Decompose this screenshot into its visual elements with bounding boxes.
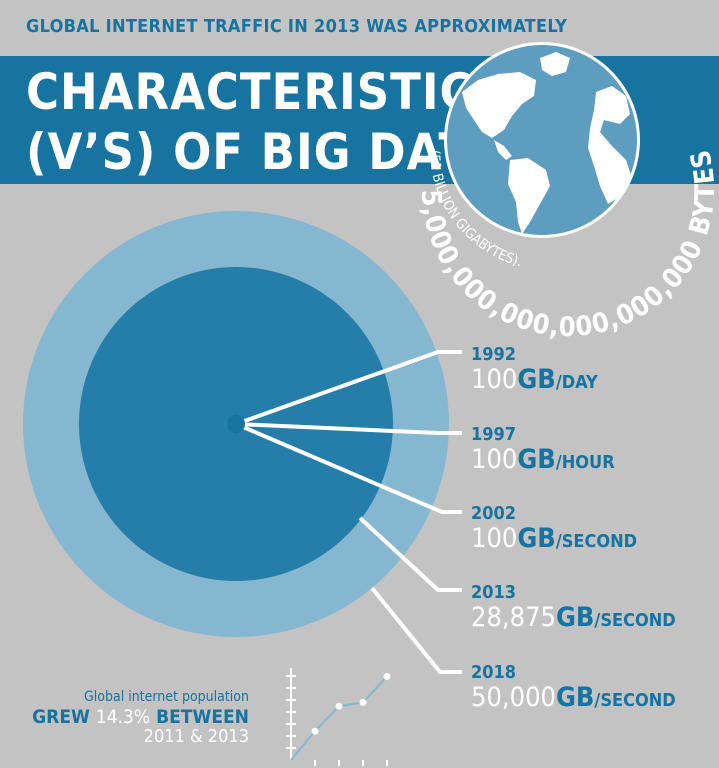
intro-text: GLOBAL INTERNET TRAFFIC IN 2013 WAS APPR… xyxy=(26,16,568,37)
chart-point xyxy=(359,698,367,706)
connector-2013 xyxy=(358,516,462,592)
timeline-gb: GB xyxy=(555,602,595,633)
timeline-number: 100 xyxy=(471,364,518,395)
center-dot xyxy=(227,415,245,433)
timeline-entry-2013: 2013 28,875GB/SECOND xyxy=(471,583,676,636)
timeline-value: 100GB/DAY xyxy=(471,365,598,398)
timeline-gb: GB xyxy=(555,682,595,713)
population-line-2: GREW 14.3% BETWEEN xyxy=(32,707,249,727)
population-chart xyxy=(286,668,391,766)
timeline-number: 100 xyxy=(471,523,518,554)
chart-point xyxy=(383,672,391,680)
timeline-year: 2002 xyxy=(471,503,517,524)
timeline-unit: /SECOND xyxy=(555,531,638,552)
connector-2018 xyxy=(370,586,462,674)
timeline-entry-2018: 2018 50,000GB/SECOND xyxy=(471,663,676,716)
connector-1997 xyxy=(235,422,462,435)
timeline-unit: /HOUR xyxy=(555,452,615,473)
timeline-gb: GB xyxy=(517,523,556,554)
chart-point xyxy=(311,727,319,735)
timeline-value: 100GB/HOUR xyxy=(471,445,615,478)
connector-2002 xyxy=(235,422,462,514)
timeline-number: 50,000 xyxy=(471,682,556,713)
timeline-entry-1992: 1992 100GB/DAY xyxy=(471,345,598,398)
population-percent: 14.3% xyxy=(95,706,151,728)
population-years: 2011 & 2013 xyxy=(143,726,249,747)
timeline-unit: /SECOND xyxy=(594,610,676,631)
timeline-gb: GB xyxy=(517,364,556,395)
chart-point xyxy=(335,702,343,710)
timeline-value: 28,875GB/SECOND xyxy=(471,603,676,636)
chart-points xyxy=(311,672,391,735)
timeline-year: 2018 xyxy=(471,662,517,683)
population-grew: GREW xyxy=(32,706,90,728)
connector-lines xyxy=(235,350,462,674)
timeline-entry-1997: 1997 100GB/HOUR xyxy=(471,425,615,478)
timeline-gb: GB xyxy=(517,444,556,475)
population-between: BETWEEN xyxy=(156,706,249,728)
chart-ticks xyxy=(286,675,388,766)
page-title: CHARACTERISTICS (V’S) OF BIG DATA xyxy=(26,62,508,182)
population-caption: Global internet population GREW 14.3% BE… xyxy=(32,687,249,747)
title-line-2: (V’S) OF BIG DATA xyxy=(26,123,503,181)
timeline-year: 2013 xyxy=(471,582,517,603)
globe-icon xyxy=(444,42,640,238)
timeline-unit: /DAY xyxy=(555,372,598,393)
timeline-value: 50,000GB/SECOND xyxy=(471,683,676,716)
title-line-1: CHARACTERISTICS xyxy=(26,63,508,121)
timeline-number: 100 xyxy=(471,444,518,475)
population-line-1: Global internet population xyxy=(84,689,249,705)
connector-1992 xyxy=(235,350,462,426)
timeline-number: 28,875 xyxy=(471,602,556,633)
timeline-year: 1992 xyxy=(471,344,517,365)
timeline-unit: /SECOND xyxy=(594,690,676,711)
timeline-entry-2002: 2002 100GB/SECOND xyxy=(471,504,637,557)
timeline-year: 1997 xyxy=(471,424,517,445)
timeline-value: 100GB/SECOND xyxy=(471,524,637,557)
chart-line xyxy=(290,675,388,761)
